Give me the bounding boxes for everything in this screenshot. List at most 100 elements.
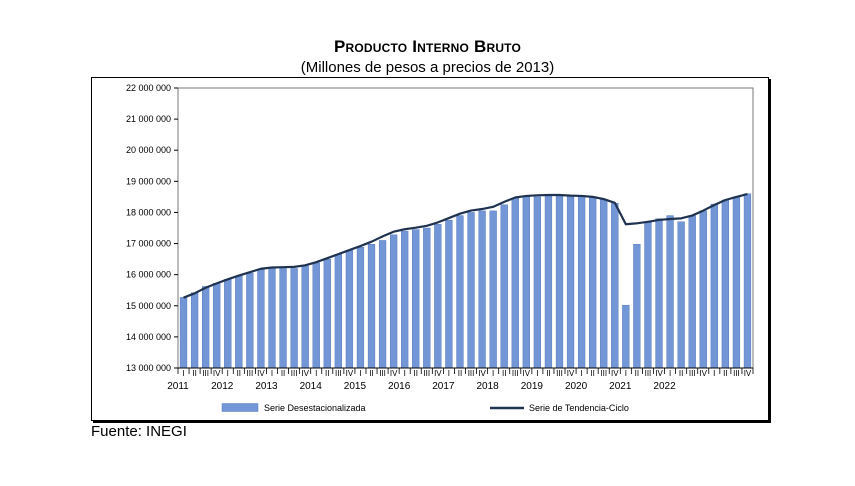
bar <box>677 221 685 369</box>
quarter-label: I <box>271 369 273 378</box>
bar <box>721 199 729 369</box>
quarter-label: III <box>689 369 696 378</box>
bar <box>555 195 564 369</box>
quarter-label: I <box>669 369 671 378</box>
quarter-label: III <box>247 369 254 378</box>
bar <box>644 222 652 369</box>
bar <box>666 215 674 369</box>
quarter-label: II <box>502 369 506 378</box>
quarter-label: I <box>182 369 184 378</box>
year-label: 2015 <box>344 381 367 392</box>
quarter-label: IV <box>301 369 309 378</box>
bar <box>401 230 409 369</box>
quarter-label: IV <box>744 369 752 378</box>
quarter-label: II <box>192 369 196 378</box>
quarter-label: I <box>227 369 229 378</box>
y-tick-label: 20 000 000 <box>126 145 171 155</box>
quarter-label: IV <box>213 369 221 378</box>
quarter-label: II <box>325 369 329 378</box>
legend-line-label: Serie de Tendencia-Ciclo <box>529 403 629 413</box>
chart-subtitle: (Millones de pesos a precios de 2013) <box>300 59 555 76</box>
quarter-label: IV <box>699 369 707 378</box>
quarter-label: IV <box>655 369 663 378</box>
bar <box>367 243 376 369</box>
quarter-label: I <box>713 369 715 378</box>
bar <box>202 286 210 369</box>
bar <box>290 268 298 369</box>
bar <box>334 254 342 369</box>
bar <box>589 196 597 369</box>
bar <box>522 196 530 369</box>
quarter-label: IV <box>567 369 575 378</box>
quarter-label: II <box>723 369 727 378</box>
bar <box>489 210 497 369</box>
bar <box>434 224 442 369</box>
quarter-label: III <box>645 369 652 378</box>
quarter-label: II <box>237 369 241 378</box>
bar <box>456 215 464 369</box>
quarter-label: I <box>580 369 582 378</box>
quarter-label: III <box>379 369 386 378</box>
bar <box>356 247 365 369</box>
bar <box>389 234 398 369</box>
bar <box>688 215 696 369</box>
quarter-label: III <box>202 369 209 378</box>
quarter-label: III <box>600 369 607 378</box>
bar <box>345 250 354 369</box>
bar <box>478 210 486 369</box>
bar <box>279 268 287 369</box>
bar <box>566 196 575 369</box>
bar <box>732 196 741 369</box>
year-label: 2021 <box>609 381 632 392</box>
bar <box>246 272 254 369</box>
bar <box>268 267 276 369</box>
bar <box>213 283 221 369</box>
bar <box>544 195 553 369</box>
year-label: 2020 <box>565 381 588 392</box>
quarter-label: II <box>590 369 594 378</box>
quarter-label: I <box>404 369 406 378</box>
source-note: Fuente: INEGI <box>91 423 187 440</box>
year-label: 2014 <box>300 381 323 392</box>
y-tick-label: 19 000 000 <box>126 176 171 186</box>
quarter-label: II <box>546 369 550 378</box>
quarter-label: III <box>423 369 430 378</box>
quarter-label: IV <box>434 369 442 378</box>
year-label: 2016 <box>388 381 411 392</box>
bar <box>500 204 508 369</box>
bar <box>323 258 331 369</box>
quarter-label: II <box>635 369 639 378</box>
y-tick-label: 21 000 000 <box>126 114 171 124</box>
quarter-label: IV <box>346 369 354 378</box>
trend-line <box>183 193 748 299</box>
quarter-label: I <box>536 369 538 378</box>
quarter-label: III <box>291 369 298 378</box>
quarter-label: I <box>315 369 317 378</box>
year-label: 2018 <box>476 381 499 392</box>
y-tick-label: 13 000 000 <box>126 363 171 373</box>
quarter-label: III <box>468 369 475 378</box>
legend-bar-label: Serie Desestacionalizada <box>264 403 366 413</box>
quarter-label: IV <box>478 369 486 378</box>
y-tick-label: 15 000 000 <box>126 301 171 311</box>
quarter-label: I <box>448 369 450 378</box>
bar <box>445 220 453 369</box>
bar <box>312 262 320 369</box>
quarter-label: III <box>556 369 563 378</box>
y-tick-label: 22 000 000 <box>126 83 171 93</box>
bar <box>577 196 586 369</box>
bar <box>710 203 718 369</box>
quarter-label: IV <box>257 369 265 378</box>
quarter-label: IV <box>523 369 531 378</box>
bar <box>224 279 232 369</box>
bar <box>511 197 519 369</box>
bar <box>257 269 265 369</box>
bar <box>235 275 243 369</box>
bar <box>633 243 641 369</box>
quarter-label: II <box>281 369 285 378</box>
quarter-label: IV <box>390 369 398 378</box>
bar <box>190 292 199 369</box>
bar <box>600 199 608 369</box>
year-label: 2022 <box>653 381 676 392</box>
bar <box>179 297 188 369</box>
